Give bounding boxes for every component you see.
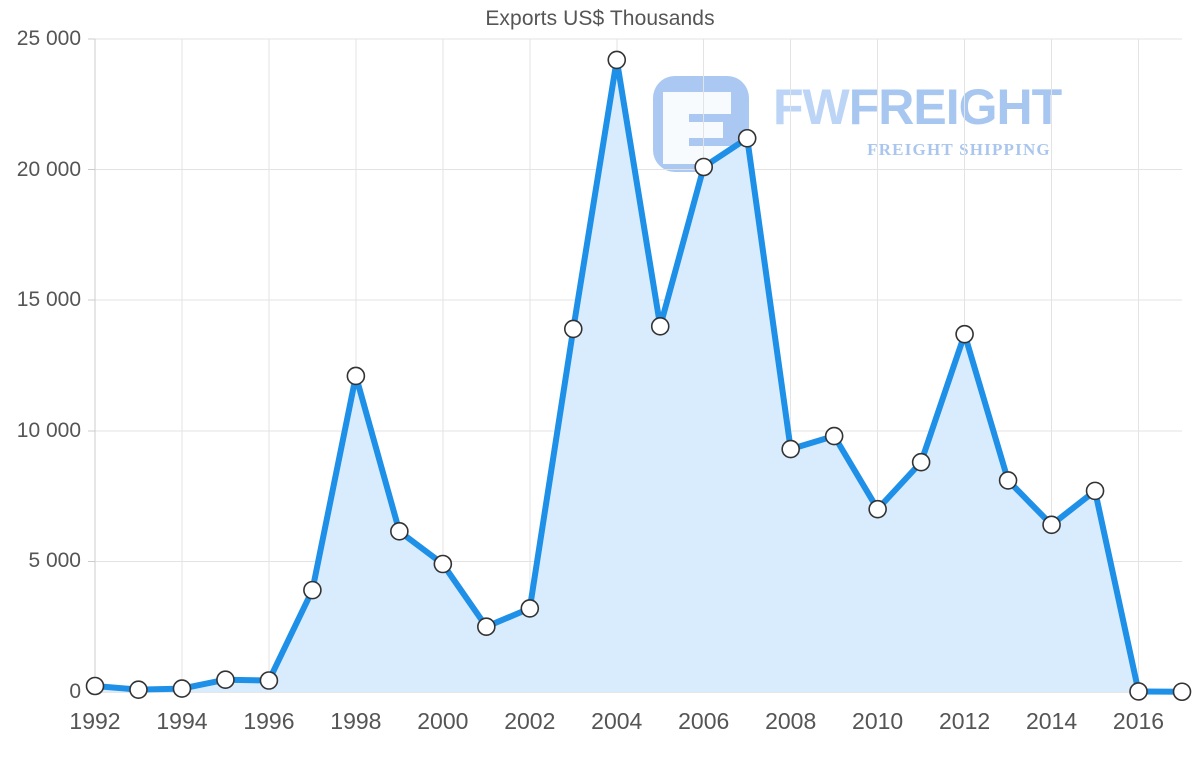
y-axis-tick-label: 5 000 [28,549,81,573]
axis-lines [88,38,96,693]
y-axis-tick-label: 20 000 [16,157,81,181]
x-axis-tick-label: 1992 [69,708,121,734]
data-point-marker[interactable] [650,317,670,336]
data-point-marker[interactable] [1085,481,1105,501]
series-markers [85,50,1192,702]
data-point-marker[interactable] [216,670,235,690]
data-point-marker[interactable] [868,499,887,519]
data-point-marker[interactable] [85,676,105,696]
x-axis-tick-label: 2010 [852,708,904,734]
x-axis-tick-label: 2002 [504,708,556,734]
data-point-marker[interactable] [911,452,931,472]
data-point-marker[interactable] [1129,682,1148,701]
x-axis-tick-label: 1994 [156,708,208,734]
data-point-marker[interactable] [781,439,800,459]
data-point-marker[interactable] [390,522,409,541]
data-point-marker[interactable] [694,157,714,177]
x-axis-tick-label: 1998 [330,708,382,734]
y-axis-tick-label: 10 000 [16,418,81,442]
y-axis-tick-label: 25 000 [16,27,81,50]
data-point-marker[interactable] [1172,682,1192,702]
x-axis-tick-label: 2008 [765,708,817,734]
x-axis-tick-label: 1996 [243,708,295,734]
data-point-marker[interactable] [346,366,366,386]
data-point-marker[interactable] [259,671,279,690]
data-point-marker[interactable] [433,554,453,574]
x-axis-tick-label: 2004 [591,708,643,734]
x-axis-tick-label: 2012 [939,708,991,734]
data-point-marker[interactable] [824,426,844,446]
data-point-marker[interactable] [737,128,757,148]
data-point-marker[interactable] [1042,515,1061,535]
data-point-marker[interactable] [303,580,322,600]
y-axis-tick-label: 15 000 [16,288,81,312]
x-axis-tick-label: 2016 [1112,708,1165,734]
data-point-marker[interactable] [129,680,148,699]
x-axis-tick-label: 2006 [678,708,730,734]
data-point-marker[interactable] [955,324,974,344]
data-point-marker[interactable] [520,599,540,618]
data-point-marker[interactable] [563,319,583,339]
chart-title: Exports US$ Thousands [485,7,715,30]
x-axis-tick-label: 2000 [417,708,469,734]
series-line [92,56,1185,695]
data-point-marker[interactable] [607,50,627,70]
y-axis-tick-label: 0 [69,680,81,703]
data-point-marker[interactable] [172,679,192,698]
data-point-marker[interactable] [477,617,496,637]
data-point-marker[interactable] [998,471,1018,490]
series-area-fill [95,59,1182,692]
x-axis-tick-label: 2014 [1025,708,1078,734]
